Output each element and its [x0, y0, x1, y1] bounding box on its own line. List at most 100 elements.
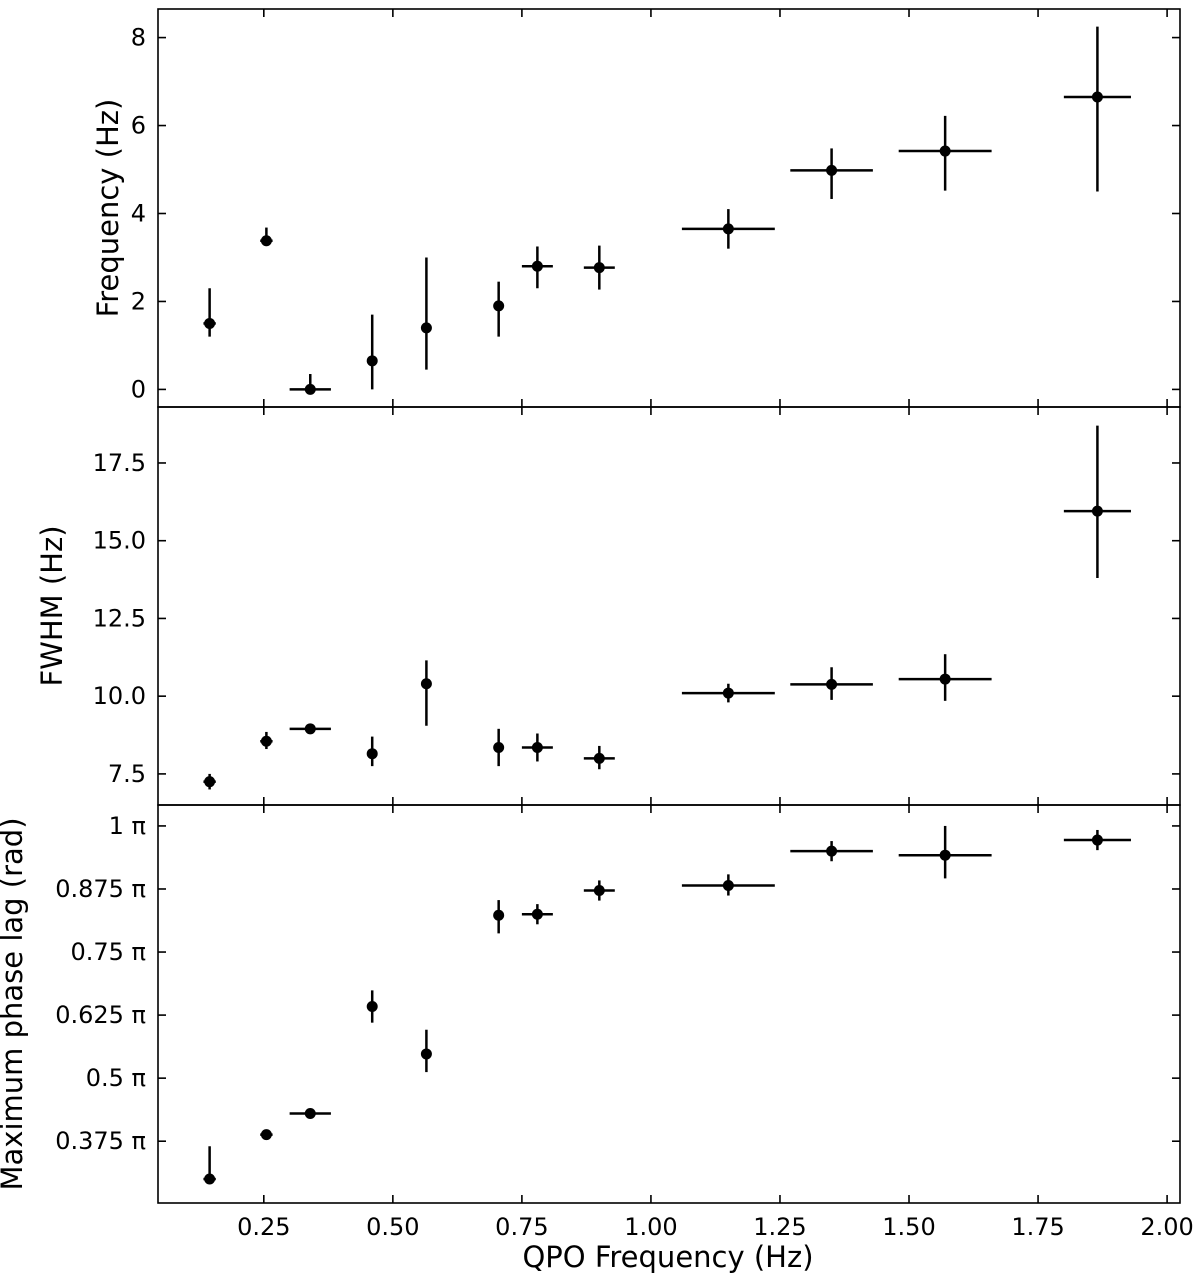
- data-point: [203, 773, 216, 790]
- data-marker: [826, 164, 838, 176]
- data-point: [898, 654, 992, 701]
- data-marker: [366, 748, 378, 760]
- data-point: [203, 1146, 216, 1185]
- y-tick-label: 0.5 π: [86, 1064, 146, 1092]
- data-point: [366, 736, 378, 767]
- data-point: [521, 904, 553, 925]
- y-tick-label: 1 π: [109, 812, 146, 840]
- data-point: [521, 246, 553, 289]
- data-point: [898, 825, 992, 879]
- data-point: [420, 660, 432, 726]
- y-tick-label: 2: [131, 287, 146, 315]
- y-tick-label: 6: [131, 112, 146, 140]
- data-marker: [531, 260, 543, 272]
- panel-frame: [157, 8, 1181, 408]
- data-marker: [593, 262, 605, 274]
- y-tick-label: 0.875 π: [55, 875, 146, 903]
- y-axis-label: Maximum phase lag (rad): [0, 817, 29, 1190]
- data-marker: [493, 909, 505, 921]
- data-marker: [826, 845, 838, 857]
- data-marker: [531, 741, 543, 753]
- data-point: [790, 667, 873, 700]
- data-marker: [420, 1048, 432, 1060]
- data-marker: [304, 383, 316, 395]
- data-point: [583, 745, 615, 770]
- data-marker: [939, 673, 951, 685]
- data-marker: [531, 908, 543, 920]
- data-point: [583, 245, 615, 290]
- data-marker: [260, 735, 272, 747]
- data-point: [790, 841, 873, 862]
- y-tick-label: 7.5: [108, 760, 146, 788]
- data-marker: [722, 223, 734, 235]
- data-marker: [493, 741, 505, 753]
- data-marker: [939, 145, 951, 157]
- data-marker: [260, 1129, 272, 1141]
- y-tick-label: 0.75 π: [70, 938, 146, 966]
- data-point: [203, 288, 216, 337]
- data-point: [1063, 26, 1131, 192]
- x-tick-label: 1.50: [882, 1213, 935, 1241]
- data-point: [420, 257, 432, 370]
- y-tick-label: 0.375 π: [55, 1127, 146, 1155]
- x-tick-label: 1.00: [624, 1213, 677, 1241]
- data-marker: [826, 678, 838, 690]
- data-point: [289, 1107, 331, 1119]
- data-marker: [722, 687, 734, 699]
- data-marker: [260, 235, 272, 247]
- data-point: [289, 374, 331, 395]
- panel-frame: [157, 804, 1181, 1204]
- data-marker: [304, 723, 316, 735]
- y-tick-label: 8: [131, 24, 146, 52]
- data-point: [260, 731, 273, 750]
- y-tick-label: 4: [131, 199, 146, 227]
- data-marker: [1091, 834, 1103, 846]
- data-marker: [722, 879, 734, 891]
- x-tick-label: 2.00: [1140, 1213, 1193, 1241]
- data-marker: [304, 1107, 316, 1119]
- panel-3: 0.25 0.50 0.75 1.00 1.25 1.50 1.75 2.00 0.375 π 0…: [0, 804, 1194, 1241]
- x-tick-label: 0.75: [495, 1213, 548, 1241]
- data-point: [260, 227, 273, 247]
- data-point: [366, 990, 378, 1023]
- panel-1: 0 2 4 6 8 Frequency (Hz): [91, 8, 1181, 408]
- x-tick-label: 0.25: [237, 1213, 290, 1241]
- data-point: [493, 728, 505, 767]
- data-point: [260, 1129, 273, 1141]
- y-tick-label: 15.0: [93, 527, 146, 555]
- x-tick-label: 0.50: [366, 1213, 419, 1241]
- y-axis-label: FWHM (Hz): [35, 525, 69, 686]
- data-marker: [1091, 91, 1103, 103]
- data-marker: [593, 885, 605, 897]
- data-point: [420, 1029, 432, 1073]
- data-point: [898, 115, 992, 191]
- panel-frame: [157, 406, 1181, 806]
- data-point: [681, 683, 775, 703]
- data-marker: [939, 849, 951, 861]
- data-marker: [593, 752, 605, 764]
- y-tick-label: 17.5: [93, 449, 146, 477]
- data-marker: [204, 317, 216, 329]
- x-tick-label: 1.75: [1011, 1213, 1064, 1241]
- data-marker: [420, 678, 432, 690]
- y-axis-label: Frequency (Hz): [91, 99, 125, 318]
- x-axis-label: QPO Frequency (Hz): [522, 1240, 813, 1274]
- data-point: [521, 733, 553, 762]
- x-tick-label: 1.25: [753, 1213, 806, 1241]
- data-point: [790, 148, 873, 199]
- y-tick-label: 0.625 π: [55, 1001, 146, 1029]
- data-point: [1063, 425, 1131, 579]
- panels-group: 0 2 4 6 8 Frequency (Hz) 7.5 10.0 12.5 15.0 17.5 FW…: [0, 8, 1194, 1241]
- data-point: [681, 209, 775, 249]
- data-marker: [493, 300, 505, 312]
- data-point: [493, 900, 505, 934]
- y-tick-label: 0: [131, 375, 146, 403]
- data-marker: [1091, 505, 1103, 517]
- data-marker: [366, 1001, 378, 1013]
- y-tick-label: 12.5: [93, 604, 146, 632]
- data-marker: [204, 1173, 216, 1185]
- data-point: [681, 874, 775, 896]
- y-tick-label: 10.0: [93, 682, 146, 710]
